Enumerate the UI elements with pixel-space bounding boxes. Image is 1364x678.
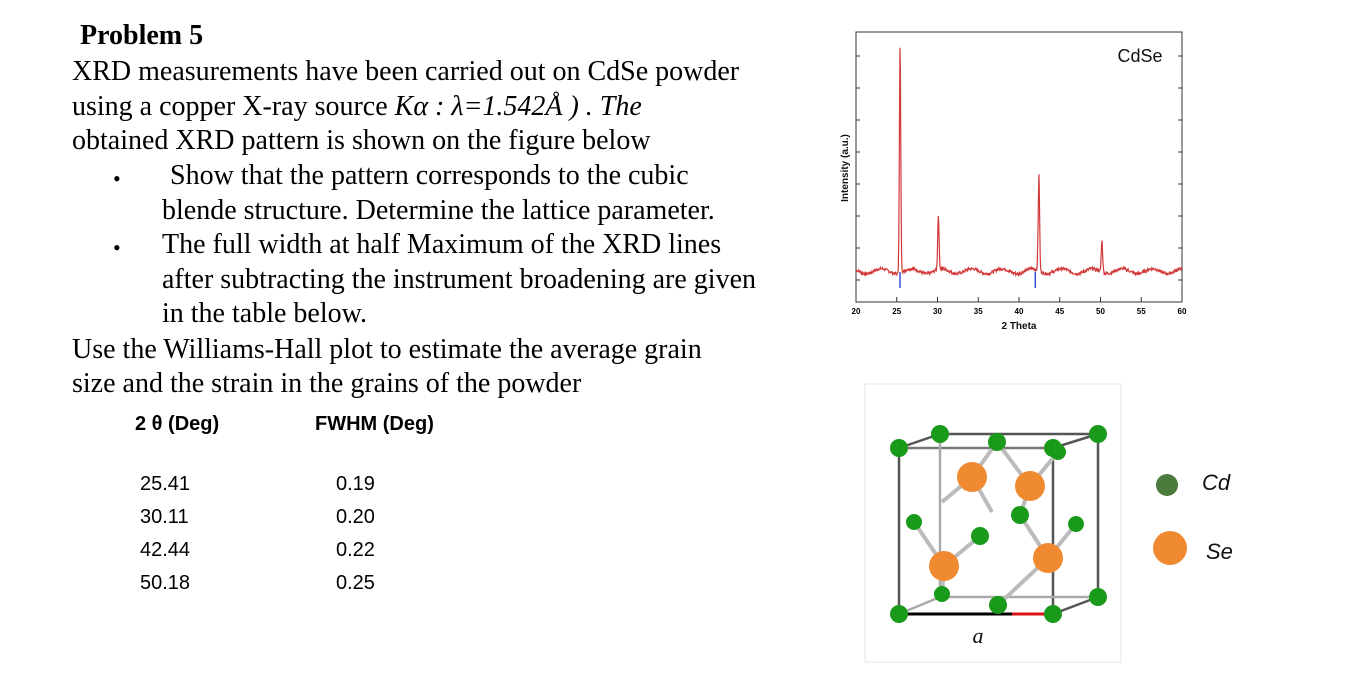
table-cell-2theta: 42.44 — [140, 539, 191, 561]
cd-atom — [1089, 425, 1107, 443]
problem-line-2-wrap: using a copper X-ray source Kα : λ=1.542… — [72, 90, 642, 124]
cd-atoms — [890, 425, 1107, 623]
bullet-2-line-1: The full width at half Maximum of the XR… — [162, 229, 722, 260]
table-cell-fwhm: 0.19 — [336, 473, 375, 495]
x-tick-label: 25 — [892, 307, 901, 316]
table-cell-2theta: 50.18 — [140, 572, 191, 594]
problem-line-3: obtained XRD pattern is shown on the fig… — [72, 125, 651, 156]
x-tick-label: 60 — [1178, 307, 1187, 316]
plot-frame — [855, 31, 1183, 303]
cube-edges — [897, 432, 1100, 616]
cd-atom — [906, 514, 922, 530]
cd-atom — [988, 433, 1006, 451]
cd-atom — [890, 605, 908, 623]
se-legend-swatch — [1153, 531, 1187, 565]
x-tick-label: 35 — [974, 307, 983, 316]
cd-atom — [971, 527, 989, 545]
crystal-structure-diagram: a Cd Se — [864, 383, 1233, 663]
x-tick-label: 55 — [1137, 307, 1146, 316]
cd-legend-swatch — [1156, 474, 1178, 496]
cd-atom — [1089, 588, 1107, 606]
chart-title: CdSe — [1117, 46, 1162, 66]
table-cell-2theta: 25.41 — [140, 473, 191, 495]
bond-lines — [912, 440, 1078, 607]
x-tick-label: 30 — [933, 307, 942, 316]
x-tick-label: 45 — [1055, 307, 1064, 316]
se-atom — [1033, 543, 1063, 573]
table-cell-fwhm: 0.25 — [336, 572, 375, 594]
x-tick-label: 20 — [852, 307, 861, 316]
table-header-fwhm: FWHM (Deg) — [315, 413, 434, 435]
cd-atom — [1044, 605, 1062, 623]
cd-atom — [890, 439, 908, 457]
se-atom — [957, 462, 987, 492]
table-header-2theta: 2 θ (Deg) — [135, 413, 220, 435]
y-axis-label: Intensity (a.u.) — [840, 134, 851, 202]
cd-atom — [934, 586, 950, 602]
source-formula: Kα : λ=1.542Å ) . The — [394, 91, 642, 122]
bullet-dot-1: • — [113, 166, 121, 191]
table-cell-2theta: 30.11 — [140, 506, 189, 528]
bullet-dot-2: • — [113, 235, 121, 260]
bullet-2-line-2: after subtracting the instrument broaden… — [162, 264, 757, 295]
x-tick-label: 50 — [1096, 307, 1105, 316]
problem-line-1: XRD measurements have been carried out o… — [72, 56, 740, 87]
xrd-chart: CdSe Intensity (a.u.) 2 Theta 20 25 30 35 40… — [840, 31, 1187, 332]
x-axis-label: 2 Theta — [1001, 321, 1036, 332]
x-tick-label: 40 — [1015, 307, 1024, 316]
closing-line-1: Use the Williams-Hall plot to estimate t… — [72, 334, 702, 365]
se-legend-label: Se — [1206, 539, 1233, 564]
cd-atom — [931, 425, 949, 443]
cd-legend-label: Cd — [1202, 470, 1231, 495]
bullet-1-line-2: blende structure. Determine the lattice … — [162, 195, 715, 226]
table-cell-fwhm: 0.22 — [336, 539, 375, 561]
xrd-pattern-line — [855, 47, 1183, 278]
bullet-1-line-1: Show that the pattern corresponds to the… — [170, 160, 689, 191]
closing-line-2: size and the strain in the grains of the… — [72, 368, 582, 399]
problem-title: Problem 5 — [80, 20, 204, 51]
cd-atom — [1068, 516, 1084, 532]
bullet-2-line-3: in the table below. — [162, 298, 368, 329]
se-atom — [929, 551, 959, 581]
se-atoms — [929, 462, 1063, 581]
cd-atom — [1050, 444, 1066, 460]
cd-atom — [989, 596, 1007, 614]
table-cell-fwhm: 0.20 — [336, 506, 375, 528]
cd-atom — [1011, 506, 1029, 524]
structure-frame — [864, 383, 1122, 663]
se-atom — [1015, 471, 1045, 501]
problem-line-2: using a copper X-ray source — [72, 91, 388, 122]
lattice-parameter-label: a — [973, 623, 984, 648]
